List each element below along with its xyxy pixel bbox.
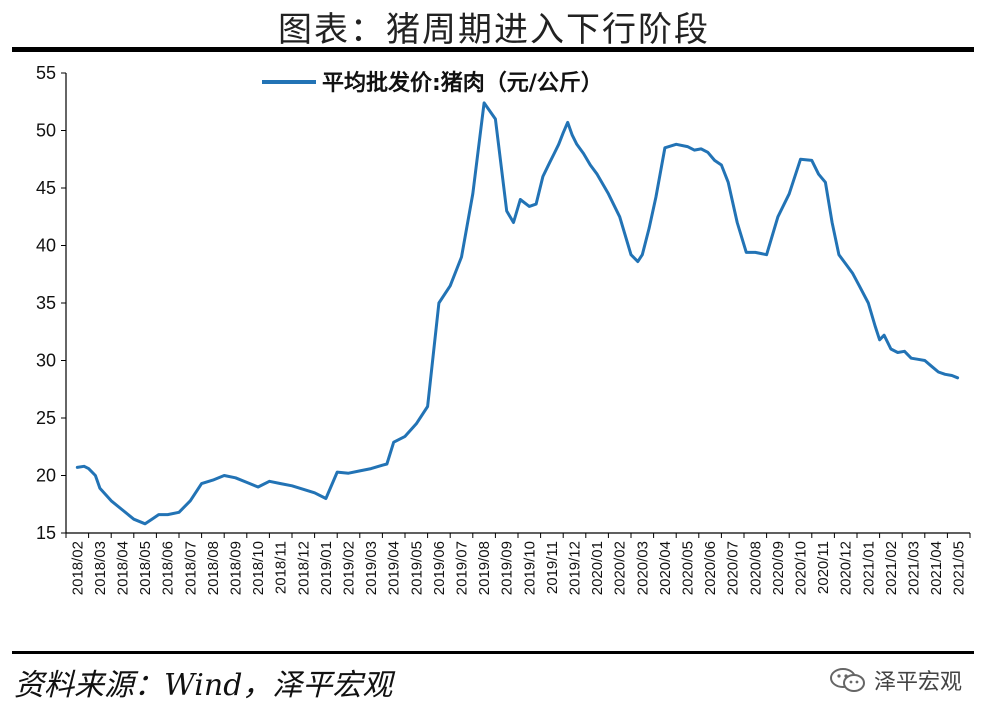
x-tick-label: 2018/03 xyxy=(92,541,109,595)
x-tick-label: 2020/01 xyxy=(589,541,606,595)
chart-title: 图表：猪周期进入下行阶段 xyxy=(278,10,710,50)
bottom-divider xyxy=(12,651,974,654)
series-line xyxy=(75,101,960,526)
x-tick-label: 2020/12 xyxy=(838,541,855,595)
series-layer xyxy=(75,101,960,526)
x-tick-label: 2020/02 xyxy=(612,541,629,595)
x-tick-label: 2018/11 xyxy=(273,541,290,594)
y-tick-label: 50 xyxy=(36,121,56,141)
x-tick-label: 2021/05 xyxy=(951,541,968,595)
y-tick-label: 40 xyxy=(36,236,56,256)
x-tick-label: 2018/05 xyxy=(137,541,154,595)
watermark-text: 泽平宏观 xyxy=(873,670,962,695)
y-tick-label: 30 xyxy=(36,351,56,371)
y-tick-label: 55 xyxy=(36,63,56,83)
wechat-icon xyxy=(829,668,865,692)
x-tick-label: 2018/12 xyxy=(295,541,312,595)
x-tick-label: 2020/07 xyxy=(725,541,742,595)
y-tick-label: 20 xyxy=(36,466,56,486)
x-tick-label: 2020/10 xyxy=(793,541,810,595)
x-tick-label: 2020/04 xyxy=(657,541,674,595)
x-tick-label: 2020/03 xyxy=(634,541,651,595)
x-tick-label: 2019/02 xyxy=(341,541,358,595)
x-tick-label: 2019/05 xyxy=(408,541,425,595)
x-tick-label: 2018/06 xyxy=(160,541,177,595)
x-tick-label: 2018/09 xyxy=(228,541,245,595)
x-tick-label: 2018/08 xyxy=(205,541,222,595)
y-tick-label: 25 xyxy=(36,408,56,428)
x-tick-label: 2020/08 xyxy=(747,541,764,595)
x-tick-label: 2019/08 xyxy=(476,541,493,595)
x-tick-label: 2018/04 xyxy=(115,541,132,595)
x-tick-label: 2019/11 xyxy=(544,541,561,594)
x-tick-label: 2020/05 xyxy=(680,541,697,595)
y-tick-label: 15 xyxy=(36,523,56,543)
y-tick-label: 35 xyxy=(36,293,56,313)
x-tick-label: 2019/07 xyxy=(454,541,471,595)
x-tick-label: 2020/06 xyxy=(702,541,719,595)
x-tick-label: 2019/12 xyxy=(567,541,584,595)
x-tick-label: 2018/07 xyxy=(182,541,199,595)
x-tick-label: 2018/02 xyxy=(69,541,86,595)
top-divider xyxy=(12,47,974,52)
x-tick-label: 2019/10 xyxy=(521,541,538,595)
watermark: 泽平宏观 xyxy=(828,664,962,696)
x-tick-label: 2018/10 xyxy=(250,541,267,595)
axes: 15 20 25 30 35 40 45 50 55 2018/02 2018/03 2018/04 2… xyxy=(36,63,971,595)
x-tick-label: 2019/06 xyxy=(431,541,448,595)
x-tick-label: 2020/11 xyxy=(815,541,832,594)
x-tick-label: 2020/09 xyxy=(770,541,787,595)
x-tick-label: 2021/01 xyxy=(860,541,877,595)
x-tick-label: 2021/04 xyxy=(928,541,945,595)
x-tick-label: 2021/03 xyxy=(906,541,923,595)
x-tick-label: 2019/09 xyxy=(499,541,516,595)
x-tick-label: 2021/02 xyxy=(883,541,900,595)
y-tick-label: 45 xyxy=(36,178,56,198)
x-tick-label: 2019/01 xyxy=(318,541,335,595)
legend: 平均批发价:猪肉（元/公斤） xyxy=(262,70,603,96)
x-tick-label: 2019/04 xyxy=(386,541,403,595)
legend-label: 平均批发价:猪肉（元/公斤） xyxy=(322,70,603,96)
x-tick-label: 2019/03 xyxy=(363,541,380,595)
source-note: 资料来源：Wind，泽平宏观 xyxy=(14,668,393,703)
